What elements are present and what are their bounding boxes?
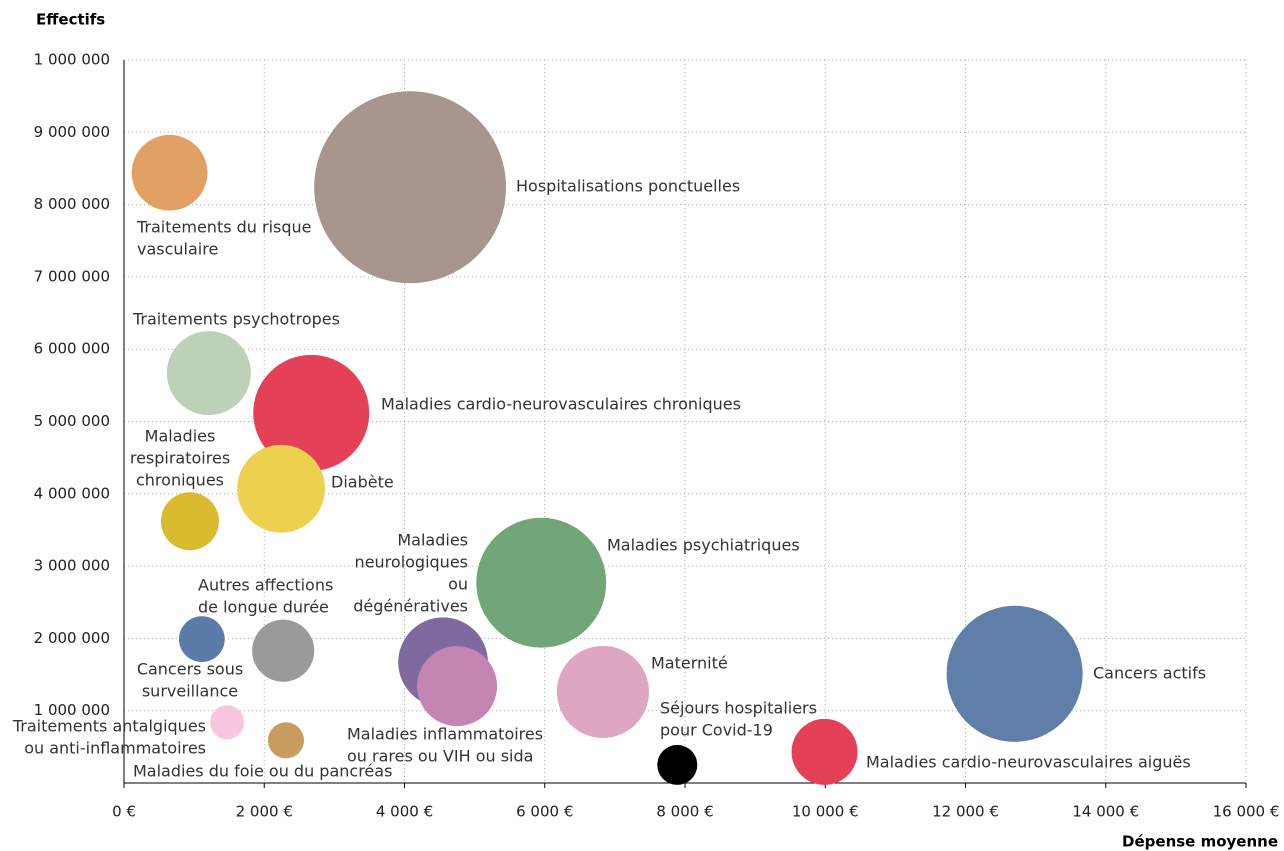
y-tick-label: 1 000 000: [34, 701, 110, 719]
bubble-label: Traitements du risque: [136, 218, 312, 237]
bubble-label: Cancers actifs: [1093, 664, 1206, 683]
bubble-label: dégénératives: [353, 597, 468, 616]
bubble: [237, 444, 325, 533]
y-tick-label: 8 000 000: [34, 195, 110, 213]
y-axis-title: Effectifs: [36, 11, 105, 29]
bubble: [178, 616, 225, 663]
bubble: [131, 134, 208, 211]
bubble-label: vasculaire: [137, 240, 218, 259]
bubble: [946, 605, 1083, 742]
bubble: [791, 718, 858, 785]
bubble: [556, 645, 650, 738]
bubble-label: ou rares ou VIH ou sida: [347, 747, 533, 766]
x-tick-label: 6 000 €: [516, 803, 573, 821]
x-tick-label: 2 000 €: [236, 803, 293, 821]
bubble: [252, 619, 315, 682]
bubble: [253, 354, 370, 471]
bubble: [476, 517, 607, 648]
bubble-label: Autres affections: [198, 576, 333, 595]
bubble-label: Traitements psychotropes: [132, 310, 340, 329]
x-tick-label: 10 000 €: [792, 803, 859, 821]
x-tick-label: 4 000 €: [376, 803, 433, 821]
x-tick-label: 12 000 €: [932, 803, 999, 821]
y-tick-label: 4 000 000: [34, 484, 110, 502]
bubble-label: respiratoires: [130, 449, 230, 468]
x-tick-label: 8 000 €: [656, 803, 713, 821]
bubble-label: Maladies psychiatriques: [607, 536, 800, 555]
bubble: [166, 331, 251, 416]
bubble: [417, 646, 498, 727]
bubble: [267, 722, 305, 759]
y-tick-label: 6 000 000: [34, 340, 110, 358]
bubble-label: Maladies cardio-neurovasculaires aiguës: [866, 753, 1191, 772]
bubble-label: Maternité: [651, 654, 728, 673]
bubble: [160, 492, 219, 551]
x-tick-label: 14 000 €: [1072, 803, 1139, 821]
bubble-label: Cancers sous: [137, 660, 243, 679]
bubble: [314, 91, 507, 284]
bubble-label: ou: [448, 575, 468, 594]
bubble-label: de longue durée: [198, 598, 329, 617]
y-tick-label: 2 000 000: [34, 629, 110, 647]
bubble-label: Maladies: [145, 427, 216, 446]
bubble-label: Maladies inflammatoires: [347, 725, 543, 744]
bubble-label: Maladies du foie ou du pancréas: [133, 762, 392, 781]
bubble-label: Diabète: [331, 473, 394, 492]
y-tick-label: 9 000 000: [34, 123, 110, 141]
bubble-label: neurologiques: [355, 553, 468, 572]
bubble: [210, 705, 245, 740]
x-axis-title: Dépense moyenne: [1122, 833, 1278, 851]
bubble-label: Maladies cardio-neurovasculaires chroniq…: [381, 395, 741, 414]
bubble-label: chroniques: [136, 471, 224, 490]
bubble-label: surveillance: [142, 682, 238, 701]
bubble-label: Séjours hospitaliers: [660, 699, 817, 718]
x-tick-label: 0 €: [112, 803, 136, 821]
bubble-label: Hospitalisations ponctuelles: [516, 177, 740, 196]
y-tick-label: 5 000 000: [34, 412, 110, 430]
y-tick-label: 1 000 000: [34, 51, 110, 69]
bubble-label: pour Covid-19: [660, 721, 773, 740]
bubble-label: Traitements antalgiques: [12, 717, 206, 736]
bubble: [657, 744, 698, 785]
bubble-label: ou anti-inflammatoires: [24, 739, 206, 758]
bubble-label: Maladies: [397, 531, 468, 550]
y-tick-label: 3 000 000: [34, 557, 110, 575]
y-tick-label: 7 000 000: [34, 267, 110, 285]
x-tick-label: 16 000 €: [1213, 803, 1280, 821]
